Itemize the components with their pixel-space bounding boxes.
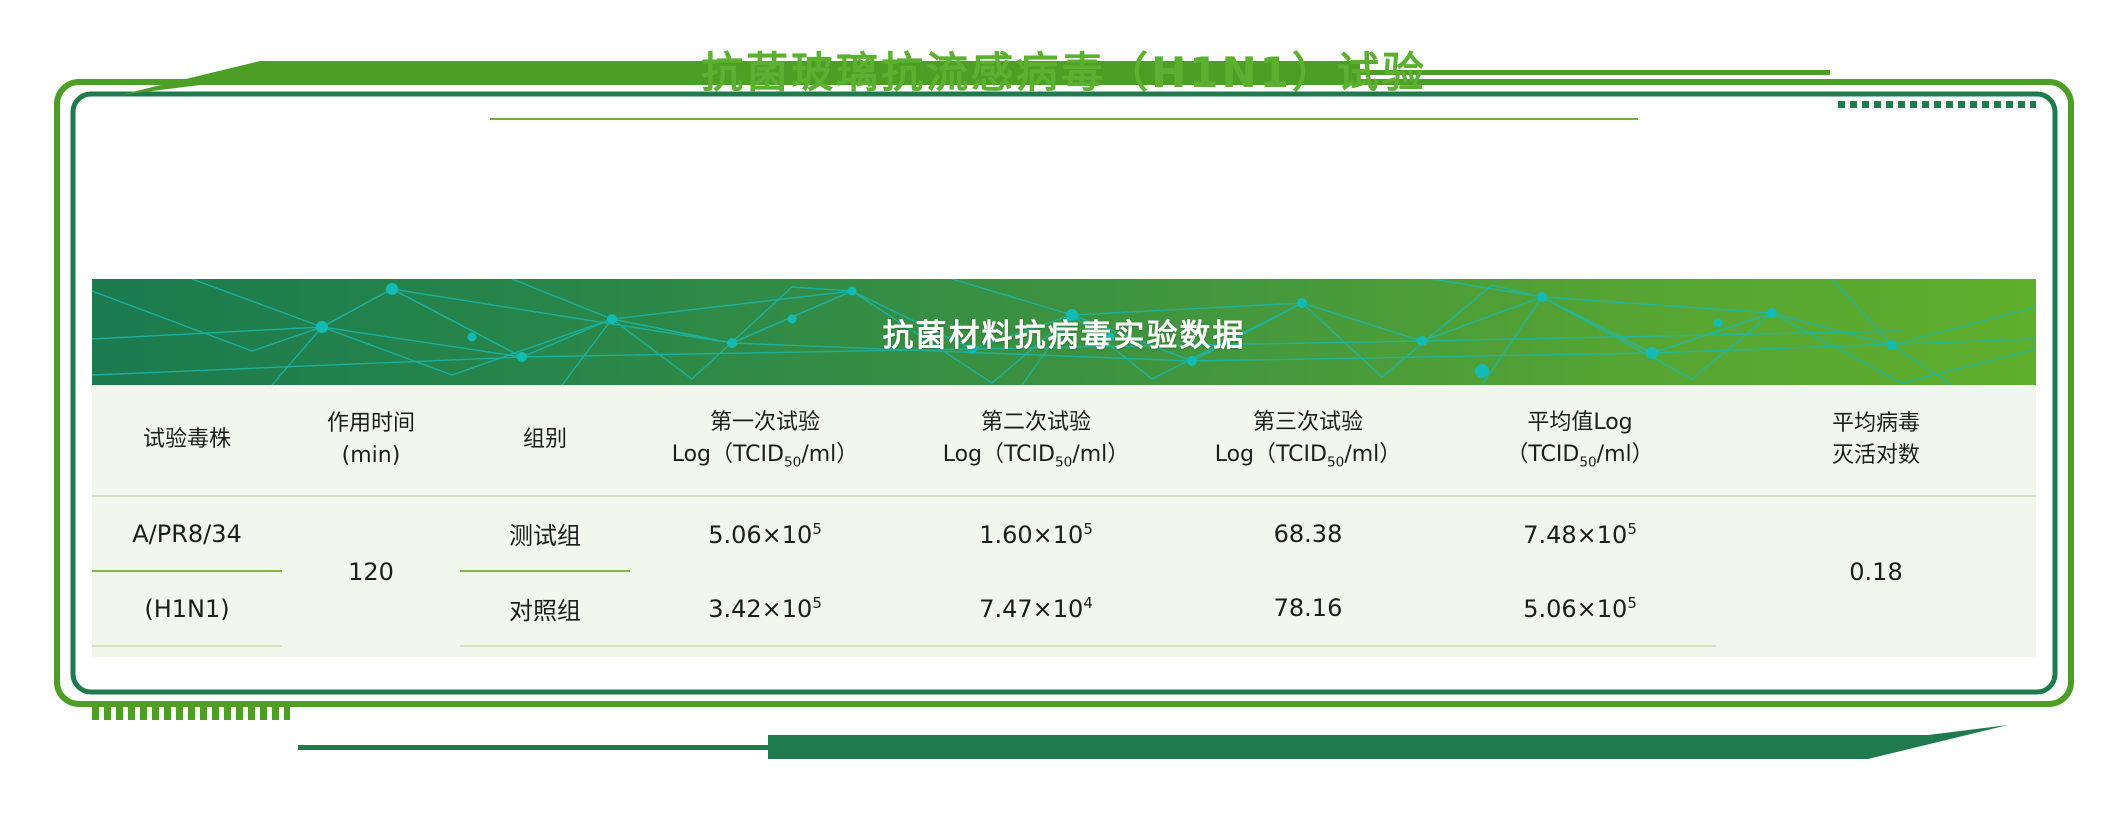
- cell-average-test-mantissa: 7.48×10: [1523, 520, 1628, 549]
- col-header-duration-l2: (min): [341, 443, 401, 468]
- col-header-test3-l2: Log（TCID50/ml）: [1214, 441, 1402, 471]
- cell-average-control: 5.06×105: [1444, 571, 1716, 647]
- cell-average-test: 7.48×105: [1444, 495, 1716, 571]
- network-pattern-icon: [92, 279, 2036, 385]
- frame-corner-bottom-right: [768, 725, 2008, 759]
- col-header-inactivation-l2: 灭活对数: [1831, 443, 1920, 468]
- col-header-test1-l1: 第一次试验: [709, 409, 820, 435]
- col-header-average-l2: （TCID50/ml）: [1506, 441, 1654, 471]
- cell-strain-line1: A/PR8/34: [92, 495, 282, 572]
- col-header-strain-l1: 试验毒株: [142, 427, 231, 453]
- table-header: 试验毒株 作用时间 (min) 组别 第一次试验 Log（TCID50/ml） …: [92, 385, 2036, 496]
- cell-test3-test: 68.38: [1172, 495, 1444, 571]
- cell-duration: 120: [282, 495, 460, 646]
- title-block: 抗菌玻璃抗流感病毒（H1N1）试验: [0, 48, 2128, 121]
- cell-test1-control-exp: 5: [812, 593, 822, 612]
- col-header-average-l1: 平均值Log: [1527, 409, 1633, 435]
- frame-corner-top-left: [120, 61, 1360, 95]
- cell-strain-line2: (H1N1): [92, 571, 282, 647]
- frame-inner-rect: [70, 91, 2058, 695]
- cell-group-control: 对照组: [460, 571, 630, 647]
- section-banner: 抗菌材料抗病毒实验数据: [92, 279, 2036, 385]
- col-header-test2-l2: Log（TCID50/ml）: [942, 441, 1130, 471]
- col-header-strain: 试验毒株: [92, 385, 282, 496]
- cell-group-test: 测试组: [460, 495, 630, 572]
- cell-test1-test-mantissa: 5.06×10: [708, 520, 813, 549]
- col-header-test2-l1: 第二次试验: [980, 409, 1091, 435]
- col-header-test1-l2: Log（TCID50/ml）: [671, 441, 859, 471]
- frame-top-line-right: [1360, 70, 1830, 75]
- cell-test2-control-exp: 4: [1083, 593, 1093, 612]
- table-header-row: 试验毒株 作用时间 (min) 组别 第一次试验 Log（TCID50/ml） …: [92, 385, 2036, 496]
- col-header-duration: 作用时间 (min): [282, 385, 460, 496]
- col-header-inactivation-l1: 平均病毒: [1831, 411, 1920, 437]
- data-table: 试验毒株 作用时间 (min) 组别 第一次试验 Log（TCID50/ml） …: [92, 385, 2036, 647]
- col-header-group-l1: 组别: [522, 427, 567, 453]
- col-header-inactivation: 平均病毒 灭活对数: [1716, 385, 2036, 496]
- table-row: (H1N1) 对照组 3.42×105 7.47×104 78.16 5.06×…: [92, 571, 2036, 647]
- banner-title: 抗菌材料抗病毒实验数据: [882, 317, 1246, 354]
- cell-test1-control-mantissa: 3.42×10: [708, 594, 813, 623]
- cell-test2-test: 1.60×105: [900, 495, 1172, 571]
- cell-test1-control: 3.42×105: [630, 571, 900, 647]
- table-body: A/PR8/34 120 测试组 5.06×105 1.60×105 68.38…: [92, 495, 2036, 647]
- col-header-test2: 第二次试验 Log（TCID50/ml）: [900, 385, 1172, 496]
- cell-test1-test-exp: 5: [812, 519, 822, 538]
- col-header-duration-l1: 作用时间: [326, 411, 415, 437]
- title-underline: [490, 118, 1638, 121]
- table-row: A/PR8/34 120 测试组 5.06×105 1.60×105 68.38…: [92, 495, 2036, 646]
- cell-average-control-exp: 5: [1627, 593, 1637, 612]
- cell-average-test-exp: 5: [1627, 519, 1637, 538]
- col-header-test3: 第三次试验 Log（TCID50/ml）: [1172, 385, 1444, 496]
- col-header-test3-l1: 第三次试验: [1252, 409, 1363, 435]
- cell-test2-test-mantissa: 1.60×10: [979, 520, 1084, 549]
- cell-inactivation-log: 0.18: [1716, 495, 2036, 646]
- col-header-group: 组别: [460, 385, 630, 496]
- cell-test3-control: 78.16: [1172, 571, 1444, 647]
- cell-test2-control: 7.47×104: [900, 571, 1172, 647]
- cell-test2-test-exp: 5: [1083, 519, 1093, 538]
- data-table-container: 试验毒株 作用时间 (min) 组别 第一次试验 Log（TCID50/ml） …: [92, 385, 2036, 657]
- cell-test2-control-mantissa: 7.47×10: [979, 594, 1084, 623]
- col-header-average: 平均值Log （TCID50/ml）: [1444, 385, 1716, 496]
- col-header-test1: 第一次试验 Log（TCID50/ml）: [630, 385, 900, 496]
- cell-test1-test: 5.06×105: [630, 495, 900, 571]
- page-title: 抗菌玻璃抗流感病毒（H1N1）试验: [701, 48, 1427, 97]
- frame-bottom-line-left: [298, 745, 768, 750]
- cell-average-control-mantissa: 5.06×10: [1523, 594, 1628, 623]
